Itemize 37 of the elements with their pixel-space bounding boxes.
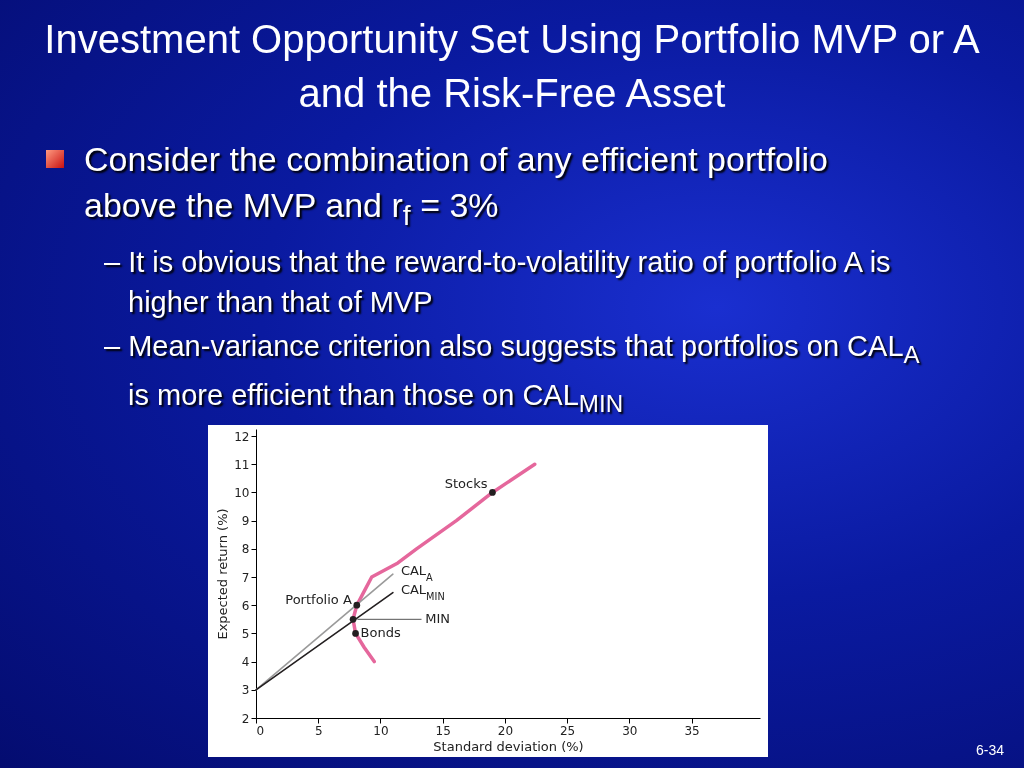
point — [489, 489, 496, 496]
x-axis-title: Standard deviation (%) — [433, 738, 584, 754]
chart-title: Investment Opportunity Set Using Portfolio MVP or A and the Risk-Free Asset — [43, 16, 981, 117]
y-tick-label: 9 — [241, 514, 250, 529]
point — [352, 630, 359, 637]
x-tick-label: 0 — [256, 723, 265, 738]
x-tick-label: 5 — [314, 723, 323, 738]
y-tick-label: 8 — [241, 542, 250, 557]
text: – It is obvious that the reward-to-volatility ratio of portfolio A is higher than that of MVP — [103, 244, 892, 320]
x-tick-label: 30 — [622, 723, 638, 738]
text: – Mean-variance criterion also suggests that portfolios on CAL$_{A}$ is more efficient than those on CAL$_{MIN}$ — [104, 329, 920, 417]
y-tick-label: 7 — [241, 570, 250, 585]
x-tick-label: 10 — [373, 723, 389, 738]
point — [353, 601, 361, 609]
x-tick-label: 35 — [684, 723, 700, 738]
line-series — [351, 462, 537, 664]
annotation: MIN — [425, 611, 451, 627]
y-axis-title: Expected return (%) — [215, 508, 231, 640]
y-tick-label: 12 — [234, 429, 250, 444]
text: Consider the combination of any efficient portfolio above the MVP and r$_{f}$ = 3% — [83, 139, 830, 233]
series-label: CAL$_{MIN}$ — [400, 581, 445, 602]
y-tick-label: 3 — [241, 683, 250, 698]
y-tick-label: 2 — [241, 711, 250, 726]
series-label: CAL$_{A}$ — [400, 563, 434, 583]
x-tick-label: 20 — [497, 723, 514, 738]
y-tick-label: 6 — [241, 598, 250, 613]
y-tick-label: 11 — [234, 457, 250, 472]
y-tick-label: 5 — [241, 626, 250, 641]
text: 6-34 — [975, 742, 1004, 758]
annotation: Stocks — [444, 476, 488, 492]
annotation: Portfolio A — [285, 592, 352, 608]
point — [349, 615, 357, 623]
x-tick-label: 25 — [559, 723, 576, 738]
x-tick-label: 15 — [435, 723, 451, 738]
annotation: Bonds — [360, 625, 401, 641]
y-tick-label: 4 — [241, 655, 250, 670]
y-tick-label: 10 — [234, 485, 250, 500]
